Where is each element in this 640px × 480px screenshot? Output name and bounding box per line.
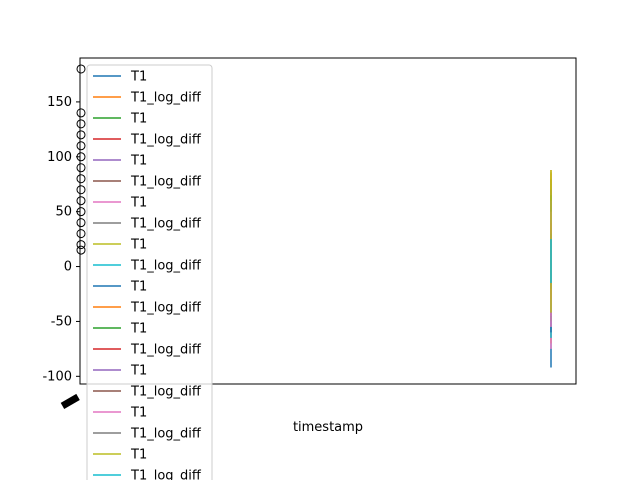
outlier-marker (76, 229, 86, 239)
outlier-marker (76, 240, 86, 250)
legend-label: T1_log_diff (130, 259, 202, 274)
legend-label: T1_log_diff (130, 91, 202, 106)
legend-label: T1 (130, 196, 147, 211)
y-axis: -100 -50 0 50 100 150 (42, 95, 80, 384)
y-tick-label: -100 (42, 369, 72, 384)
outlier-marker (76, 245, 86, 255)
x-axis-tick-labels (60, 393, 80, 409)
outlier-marker (76, 119, 86, 129)
legend-label: T1 (130, 280, 147, 295)
y-tick-label: 0 (64, 260, 72, 275)
legend-label: T1_log_diff (130, 427, 202, 442)
legend-label: T1 (130, 364, 147, 379)
legend-label: T1 (130, 448, 147, 463)
outlier-marker (76, 196, 86, 206)
x-axis-label: timestamp (293, 420, 363, 435)
y-tick-label: 50 (55, 205, 72, 220)
marker-layer (76, 64, 86, 255)
legend-box (86, 64, 213, 480)
legend-label: T1_log_diff (130, 133, 202, 148)
legend-label: T1 (130, 70, 147, 85)
legend-label: T1 (130, 112, 147, 127)
legend-label: T1 (130, 322, 147, 337)
outlier-marker (76, 163, 86, 173)
legend-label: T1 (130, 238, 147, 253)
legend-label: T1_log_diff (130, 301, 202, 316)
legend-label: T1_log_diff (130, 175, 202, 190)
outlier-marker (76, 108, 86, 118)
legend-label: T1_log_diff (130, 469, 202, 480)
legend-label: T1 (130, 406, 147, 421)
outlier-marker (76, 218, 86, 228)
y-tick-label: 100 (47, 150, 72, 165)
outlier-marker (76, 185, 86, 195)
x-tick-label-overlap (60, 393, 80, 409)
plot-area-frame (79, 57, 577, 385)
legend: T1 T1_log_diff T1 T1_log_diff T1 T1_log_diff T… (86, 64, 213, 480)
y-tick-label: 150 (47, 95, 72, 110)
y-tick-label: -50 (51, 314, 72, 329)
outlier-marker (76, 64, 86, 74)
legend-label: T1_log_diff (130, 385, 202, 400)
legend-label: T1_log_diff (130, 217, 202, 232)
legend-label: T1_log_diff (130, 343, 202, 358)
legend-label: T1 (130, 154, 147, 169)
outlier-marker (76, 130, 86, 140)
outlier-marker (76, 174, 86, 184)
outlier-marker (76, 141, 86, 151)
